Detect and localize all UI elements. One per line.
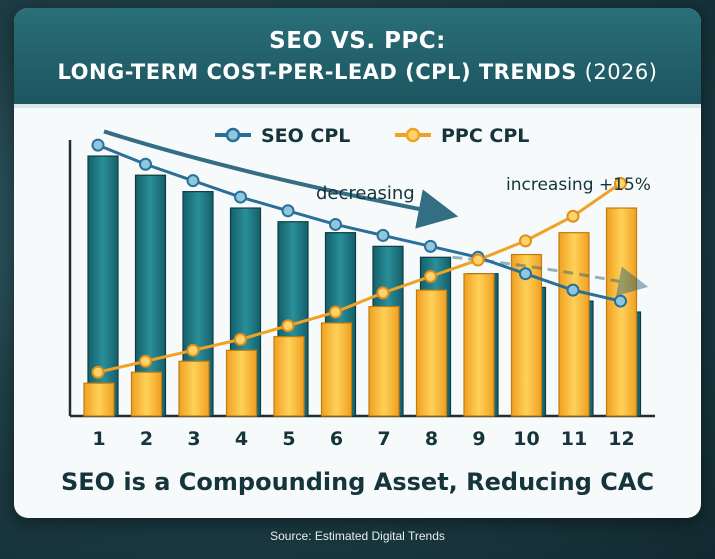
seo-cpl-point [139, 157, 152, 171]
x-tick-label: 5 [282, 428, 295, 450]
x-tick-label: 10 [513, 428, 539, 450]
x-tick-label: 8 [425, 428, 438, 450]
ppc-cpl-point [614, 176, 627, 190]
legend-seo-swatch-marker [225, 127, 241, 143]
seo-cpl-point [376, 228, 390, 242]
legend-ppc-swatch-marker [405, 127, 421, 143]
chart-title-line1: SEO VS. PPC: [269, 28, 446, 54]
ppc-bar [273, 336, 305, 417]
decreasing-trend-arrow [103, 129, 459, 229]
seo-cpl-point [186, 174, 200, 188]
chart-axes [68, 140, 655, 418]
seo-cpl-point [281, 204, 295, 218]
ppc-cpl-point [519, 234, 532, 248]
seo-cpl-point [329, 217, 342, 231]
chart-lines [91, 138, 627, 379]
x-tick-label: 3 [187, 428, 200, 450]
seo-cpl-point [91, 138, 105, 152]
ppc-cpl-point [234, 332, 247, 346]
ppc-cpl-point [139, 354, 152, 368]
ppc-cpl-point [471, 253, 485, 267]
ppc-bar [178, 360, 210, 417]
ppc-bar [130, 371, 163, 417]
ppc-cpl-point [91, 365, 105, 379]
increasing-annotation: increasing +15% [506, 175, 651, 195]
chart-legend: SEO CPL PPC CPL [215, 125, 529, 147]
seo-cpl-line [97, 143, 621, 303]
ppc-cpl-point [424, 269, 437, 283]
ppc-cpl-point [281, 319, 295, 333]
x-tick-label: 2 [140, 428, 153, 450]
chart-title-line2: LONG-TERM COST-PER-LEAD (CPL) TRENDS (20… [14, 60, 701, 84]
chart-annotations: decreasing increasing +15% [316, 175, 651, 204]
ppc-cpl-line [97, 182, 622, 374]
ppc-bar [320, 322, 353, 417]
ppc-cpl-point [329, 305, 342, 319]
ppc-bar [415, 289, 448, 417]
x-tick-label: 1 [92, 428, 105, 450]
x-tick-label: 4 [235, 428, 248, 450]
title-banner: SEO VS. PPC: LONG-TERM COST-PER-LEAD (CP… [14, 8, 701, 108]
x-tick-label: 12 [608, 428, 634, 450]
chart-bars [83, 155, 642, 417]
seo-cpl-point [234, 190, 247, 204]
ppc-cpl-point [566, 209, 580, 223]
ppc-bar [83, 382, 115, 417]
ppc-bar [368, 305, 400, 417]
legend-seo-label: SEO CPL [261, 125, 350, 147]
ppc-bar [558, 232, 590, 417]
chart-subtitle: SEO is a Compounding Asset, Reducing CAC [60, 468, 655, 496]
seo-cpl-point [614, 294, 627, 308]
ppc-bar [605, 207, 638, 417]
seo-cpl-point [519, 267, 532, 281]
x-tick-labels: 1 2 3 4 5 6 7 8 9 10 11 12 [92, 428, 634, 450]
chart-title-main: LONG-TERM COST-PER-LEAD (CPL) TRENDS [57, 60, 577, 84]
seo-cpl-point [424, 239, 437, 253]
ppc-bar [510, 253, 543, 417]
ppc-cpl-point [376, 286, 390, 300]
source-note: Source: Estimated Digital Trends [270, 529, 445, 543]
ppc-bar [463, 273, 495, 417]
legend-ppc-label: PPC CPL [441, 125, 529, 147]
chart-title-year: (2026) [584, 60, 658, 84]
x-tick-label: 7 [377, 428, 390, 450]
ppc-bar [225, 349, 258, 417]
seo-bar [87, 155, 119, 417]
ppc-cpl-point [186, 343, 200, 357]
x-tick-label: 6 [330, 428, 343, 450]
x-tick-label: 11 [561, 428, 587, 450]
x-tick-label: 9 [472, 428, 485, 450]
seo-cpl-point [566, 283, 580, 297]
decreasing-annotation: decreasing [316, 183, 415, 204]
